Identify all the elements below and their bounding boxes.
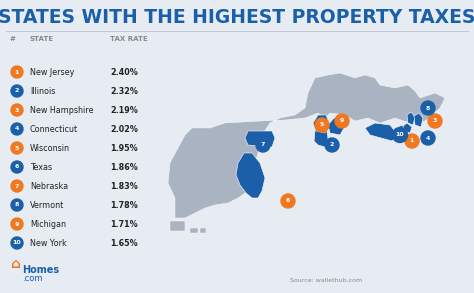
Circle shape bbox=[11, 180, 23, 192]
Text: 5: 5 bbox=[320, 122, 324, 127]
Text: Source: wallethub.com: Source: wallethub.com bbox=[290, 278, 362, 283]
Text: Michigan: Michigan bbox=[30, 220, 66, 229]
Polygon shape bbox=[365, 123, 398, 141]
Text: Illinois: Illinois bbox=[30, 87, 55, 96]
Circle shape bbox=[421, 131, 435, 145]
Circle shape bbox=[392, 127, 408, 142]
Circle shape bbox=[325, 138, 339, 152]
Polygon shape bbox=[403, 123, 412, 133]
Text: Wisconsin: Wisconsin bbox=[30, 144, 70, 153]
Text: 4: 4 bbox=[426, 135, 430, 141]
Text: Nebraska: Nebraska bbox=[30, 182, 68, 191]
Text: 10: 10 bbox=[13, 241, 21, 246]
Circle shape bbox=[281, 194, 295, 208]
Text: STATES WITH THE HIGHEST PROPERTY TAXES: STATES WITH THE HIGHEST PROPERTY TAXES bbox=[0, 8, 474, 27]
Circle shape bbox=[256, 138, 270, 152]
Polygon shape bbox=[328, 118, 344, 135]
Text: 1.78%: 1.78% bbox=[110, 201, 138, 210]
Polygon shape bbox=[190, 228, 198, 233]
Text: .com: .com bbox=[22, 274, 43, 283]
Text: 7: 7 bbox=[15, 183, 19, 188]
Text: New York: New York bbox=[30, 239, 67, 248]
Text: New Jersey: New Jersey bbox=[30, 68, 74, 77]
Text: 2.40%: 2.40% bbox=[110, 68, 138, 77]
Circle shape bbox=[11, 199, 23, 211]
Polygon shape bbox=[414, 113, 423, 127]
Text: 4: 4 bbox=[15, 127, 19, 132]
Text: 9: 9 bbox=[15, 222, 19, 226]
Circle shape bbox=[421, 101, 435, 115]
Circle shape bbox=[11, 104, 23, 116]
Polygon shape bbox=[314, 123, 328, 147]
Polygon shape bbox=[397, 125, 406, 137]
Text: 1: 1 bbox=[410, 139, 414, 144]
Circle shape bbox=[11, 142, 23, 154]
Text: New Hampshire: New Hampshire bbox=[30, 106, 93, 115]
Text: 1: 1 bbox=[15, 69, 19, 74]
Circle shape bbox=[11, 237, 23, 249]
Text: 1.71%: 1.71% bbox=[110, 220, 137, 229]
Text: Texas: Texas bbox=[30, 163, 52, 172]
Text: TAX RATE: TAX RATE bbox=[110, 36, 148, 42]
Text: 2: 2 bbox=[15, 88, 19, 93]
Circle shape bbox=[11, 85, 23, 97]
Text: 8: 8 bbox=[426, 105, 430, 110]
Text: Homes: Homes bbox=[22, 265, 59, 275]
Text: #: # bbox=[10, 36, 16, 42]
Text: 10: 10 bbox=[396, 132, 404, 137]
Text: 2: 2 bbox=[330, 142, 334, 147]
Circle shape bbox=[335, 114, 349, 128]
Circle shape bbox=[11, 123, 23, 135]
Polygon shape bbox=[200, 228, 206, 233]
Polygon shape bbox=[236, 153, 265, 198]
Text: ⌂: ⌂ bbox=[10, 257, 20, 271]
Circle shape bbox=[11, 218, 23, 230]
Circle shape bbox=[11, 66, 23, 78]
Text: 1.95%: 1.95% bbox=[110, 144, 137, 153]
Text: 2.19%: 2.19% bbox=[110, 106, 138, 115]
Text: 2.02%: 2.02% bbox=[110, 125, 138, 134]
Text: 6: 6 bbox=[15, 164, 19, 169]
Polygon shape bbox=[407, 112, 415, 125]
Text: 1.86%: 1.86% bbox=[110, 163, 138, 172]
Circle shape bbox=[315, 118, 329, 132]
Text: Connecticut: Connecticut bbox=[30, 125, 78, 134]
Text: STATE: STATE bbox=[30, 36, 54, 42]
Circle shape bbox=[428, 114, 442, 128]
Text: 8: 8 bbox=[15, 202, 19, 207]
Text: 5: 5 bbox=[15, 146, 19, 151]
Polygon shape bbox=[245, 131, 275, 147]
Polygon shape bbox=[313, 115, 330, 133]
Text: 1.65%: 1.65% bbox=[110, 239, 137, 248]
Text: 1.83%: 1.83% bbox=[110, 182, 138, 191]
Circle shape bbox=[405, 134, 419, 148]
Polygon shape bbox=[168, 73, 445, 218]
Text: 3: 3 bbox=[433, 118, 437, 124]
Text: Vermont: Vermont bbox=[30, 201, 64, 210]
Text: 2.32%: 2.32% bbox=[110, 87, 138, 96]
Text: 3: 3 bbox=[15, 108, 19, 113]
Polygon shape bbox=[170, 221, 185, 231]
Text: 6: 6 bbox=[286, 198, 290, 204]
Text: 7: 7 bbox=[261, 142, 265, 147]
Text: 9: 9 bbox=[340, 118, 344, 124]
Circle shape bbox=[11, 161, 23, 173]
